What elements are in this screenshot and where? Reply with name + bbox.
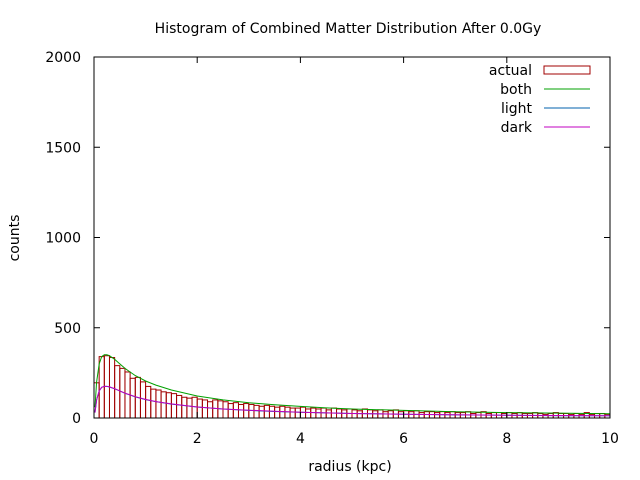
y-tick-label: 0 <box>72 411 81 427</box>
plot-frame <box>93 56 611 419</box>
y-tick-label: 500 <box>54 321 81 337</box>
histogram-bar <box>170 393 178 419</box>
series-line-light <box>94 385 611 417</box>
histogram-bar <box>165 392 172 419</box>
histogram-bar <box>253 404 260 419</box>
histogram-bar <box>207 401 214 419</box>
histogram-bar <box>382 411 389 419</box>
histogram-bar <box>155 389 162 419</box>
histogram-bar <box>268 405 276 419</box>
plot-area <box>93 354 611 419</box>
histogram-bar <box>397 411 405 419</box>
x-tick-label: 10 <box>601 431 619 447</box>
histogram-bar <box>160 391 167 419</box>
x-tick-label: 8 <box>502 431 511 447</box>
histogram-bar <box>186 397 193 419</box>
histogram-bar <box>315 408 322 419</box>
y-tick-label: 2000 <box>45 50 81 66</box>
legend-label: actual <box>489 63 532 79</box>
histogram-bar <box>201 399 209 419</box>
histogram-bar <box>294 407 301 419</box>
x-tick-label: 4 <box>296 431 305 447</box>
legend-label: both <box>500 82 532 98</box>
histogram-bar <box>176 394 183 419</box>
histogram-bar <box>191 396 198 419</box>
x-tick-label: 6 <box>399 431 408 447</box>
histogram-bar <box>181 396 188 419</box>
histogram-bar <box>305 408 312 419</box>
histogram-bar <box>485 412 492 419</box>
histogram-bar <box>274 406 281 419</box>
legend-swatch <box>543 65 591 75</box>
histogram-bar <box>542 413 549 419</box>
histogram-bar <box>232 402 239 419</box>
x-tick-label: 0 <box>90 431 99 447</box>
legend-label: dark <box>501 120 533 136</box>
y-tick-label: 1000 <box>45 231 81 247</box>
series-line-both <box>94 354 611 415</box>
histogram-bar <box>408 411 415 419</box>
histogram-bar <box>129 377 136 419</box>
histogram-bar <box>372 410 379 419</box>
histogram-bar <box>196 398 203 419</box>
histogram-bar <box>418 412 425 419</box>
histogram-bar <box>227 403 234 419</box>
histogram-bar <box>114 365 121 419</box>
histogram-bar <box>284 406 291 419</box>
histogram-bar <box>470 412 477 419</box>
series-line-dark <box>94 385 611 417</box>
histogram-bar <box>434 412 441 419</box>
histogram-bar <box>289 407 296 419</box>
legend: actual both light dark <box>489 63 591 136</box>
histogram-bar <box>341 409 348 419</box>
x-tick-label: 2 <box>193 431 202 447</box>
chart-title: Histogram of Combined Matter Distributio… <box>155 21 542 37</box>
histogram-bar <box>150 388 157 419</box>
histogram-bar <box>222 401 229 419</box>
axis-ticks: 0 2 4 6 8 10 0 500 1000 1500 2000 <box>45 50 619 447</box>
x-axis-label: radius (kpc) <box>308 459 391 475</box>
y-tick-label: 1500 <box>45 140 81 156</box>
y-axis-label: counts <box>7 215 23 262</box>
histogram-bar <box>248 403 255 419</box>
histogram-bar <box>139 381 147 419</box>
histogram-bar <box>325 409 332 419</box>
histogram-bar <box>237 403 245 419</box>
histogram-bar <box>258 405 265 419</box>
histogram-bar <box>145 385 152 419</box>
legend-label: light <box>501 101 533 117</box>
histogram-bar <box>356 410 363 419</box>
